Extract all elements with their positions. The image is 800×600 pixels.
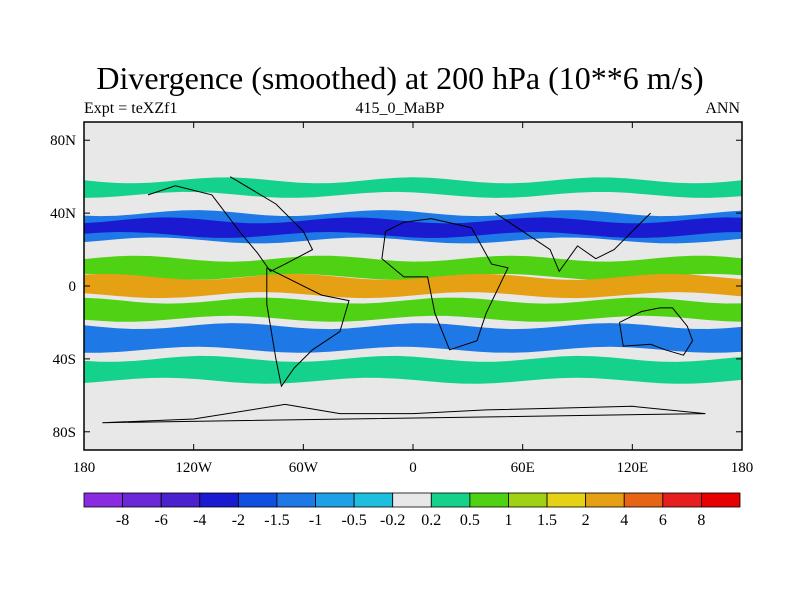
colorbar-swatch	[122, 492, 162, 508]
colorbar-swatch	[276, 492, 316, 508]
colorbar-label: 1.5	[537, 512, 557, 529]
colorbar-swatch	[469, 492, 509, 508]
colorbar-label: 2	[582, 512, 590, 529]
contour-band-0	[84, 177, 742, 198]
colorbar-label: 6	[659, 512, 667, 529]
colorbar-swatch	[623, 492, 664, 508]
x-tick-label: 120E	[616, 460, 648, 476]
colorbar-label: 4	[620, 512, 628, 529]
colorbar-label: -1.5	[264, 512, 289, 529]
colorbar-label: -1	[309, 512, 322, 529]
y-tick-label: 80S	[53, 425, 76, 441]
colorbar-swatch	[315, 492, 355, 508]
y-tick-label: 0	[69, 279, 77, 295]
colorbar-label: -2	[232, 512, 245, 529]
colorbar-swatch	[160, 492, 201, 508]
colorbar-label: 1	[504, 512, 512, 529]
experiment-label: Expt = teXZf1	[84, 100, 178, 117]
coastline-1	[266, 267, 350, 388]
x-tick-label: 120W	[175, 460, 213, 476]
colorbar-swatch	[701, 492, 741, 508]
contour-band-5	[84, 297, 742, 322]
colorbar-swatch	[237, 492, 278, 508]
y-tick-label: 80N	[50, 133, 76, 149]
coastline-5	[102, 403, 706, 424]
colorbar-label: 0.2	[421, 512, 441, 529]
colorbar-swatch	[662, 492, 702, 508]
colorbar-swatch	[430, 492, 471, 508]
contour-band-3	[84, 255, 742, 280]
colorbar-label: -0.2	[380, 512, 405, 529]
season-label: ANN	[705, 100, 740, 117]
colorbar-swatch	[585, 492, 625, 508]
x-tick-label: 180	[73, 460, 96, 476]
coastline-2	[381, 218, 509, 351]
coastline-4	[619, 307, 694, 356]
contour-band-2	[84, 217, 742, 238]
colorbar-label: -0.5	[341, 512, 366, 529]
colorbar-label: 0.5	[460, 512, 480, 529]
contour-band-7	[84, 355, 742, 384]
colorbar-label: -4	[193, 512, 206, 529]
time-label: 415_0_MaBP	[355, 100, 445, 117]
colorbar-label: 8	[697, 512, 705, 529]
chart-title: Divergence (smoothed) at 200 hPa (10**6 …	[96, 60, 704, 96]
x-tick-label: 60E	[511, 460, 535, 476]
contour-band-6	[84, 323, 742, 353]
colorbar-swatch	[353, 492, 394, 508]
colorbar-label: -6	[155, 512, 168, 529]
colorbar-swatch	[199, 492, 239, 508]
colorbar-swatch	[83, 492, 123, 508]
x-tick-label: 0	[409, 460, 417, 476]
coastline-0	[147, 176, 314, 273]
coastline-3	[495, 212, 651, 273]
x-tick-label: 180	[731, 460, 754, 476]
colorbar-swatch	[392, 492, 432, 508]
colorbar-swatch	[546, 492, 587, 508]
contour-band-4	[84, 273, 742, 299]
y-tick-label: 40N	[50, 206, 76, 222]
colorbar-swatch	[508, 492, 548, 508]
colorbar-label: -8	[116, 512, 129, 529]
x-tick-label: 60W	[289, 460, 319, 476]
y-tick-label: 40S	[53, 352, 76, 368]
